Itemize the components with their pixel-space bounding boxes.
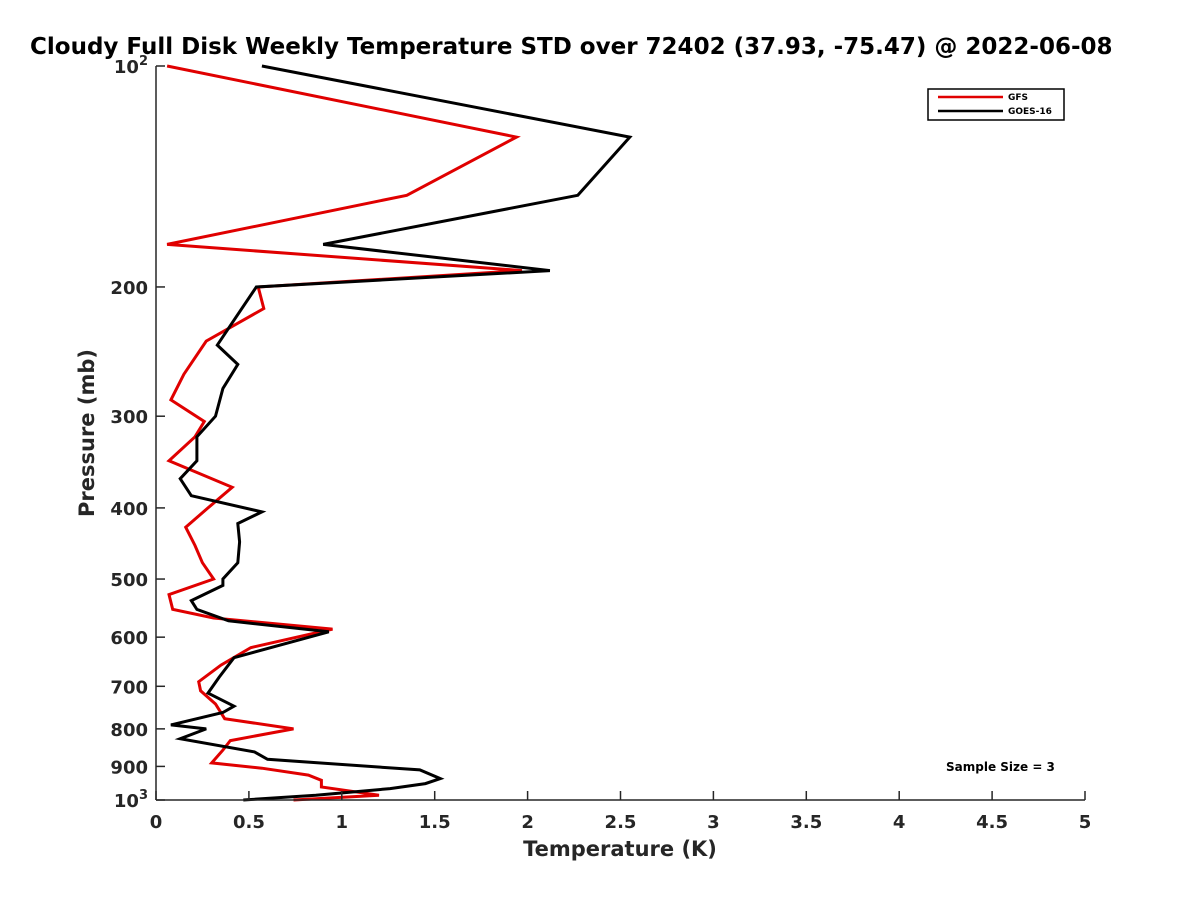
y-tick-label: 300 bbox=[110, 407, 148, 428]
series-layer bbox=[166, 64, 633, 802]
series-line-gfs bbox=[166, 64, 523, 802]
y-tick-label: 800 bbox=[110, 720, 148, 741]
y-tick-label: 500 bbox=[110, 570, 148, 591]
x-tick-label: 5 bbox=[1079, 812, 1092, 833]
chart-title: Cloudy Full Disk Weekly Temperature STD … bbox=[30, 34, 1113, 60]
sample-size-annotation: Sample Size = 3 bbox=[946, 760, 1055, 774]
x-tick-label: 4.5 bbox=[976, 812, 1008, 833]
x-tick-label: 4 bbox=[893, 812, 906, 833]
series-line-goes16 bbox=[170, 64, 633, 802]
legend-label-goes16: GOES-16 bbox=[1008, 107, 1052, 117]
x-tick-label: 1 bbox=[336, 812, 349, 833]
x-axis-label: Temperature (K) bbox=[523, 837, 717, 861]
x-tick-label: 3.5 bbox=[790, 812, 822, 833]
x-tick-label: 1.5 bbox=[419, 812, 451, 833]
x-tick-label: 3 bbox=[707, 812, 720, 833]
y-axis-label: Pressure (mb) bbox=[75, 349, 99, 517]
y-tick-label: 400 bbox=[110, 499, 148, 520]
y-tick-label: 200 bbox=[110, 278, 148, 299]
y-tick-label: 600 bbox=[110, 628, 148, 649]
legend-box bbox=[927, 88, 1065, 121]
y-tick-label: 102 bbox=[114, 54, 148, 78]
x-tick-label: 2 bbox=[521, 812, 534, 833]
x-tick-label: 0 bbox=[150, 812, 163, 833]
y-ticks: 102 200 300 400 500 600 700 800 900 103 bbox=[110, 54, 165, 812]
x-tick-label: 0.5 bbox=[233, 812, 265, 833]
x-ticks: 0 0.5 1 1.5 2 2.5 3 3.5 4 4.5 5 bbox=[150, 791, 1092, 833]
y-tick-label: 103 bbox=[114, 788, 148, 812]
y-tick-label: 900 bbox=[110, 757, 148, 778]
legend-label-gfs: GFS bbox=[1008, 93, 1028, 103]
y-tick-label: 700 bbox=[110, 677, 148, 698]
legend: GFS GOES-16 bbox=[927, 88, 1065, 121]
x-tick-label: 2.5 bbox=[605, 812, 637, 833]
